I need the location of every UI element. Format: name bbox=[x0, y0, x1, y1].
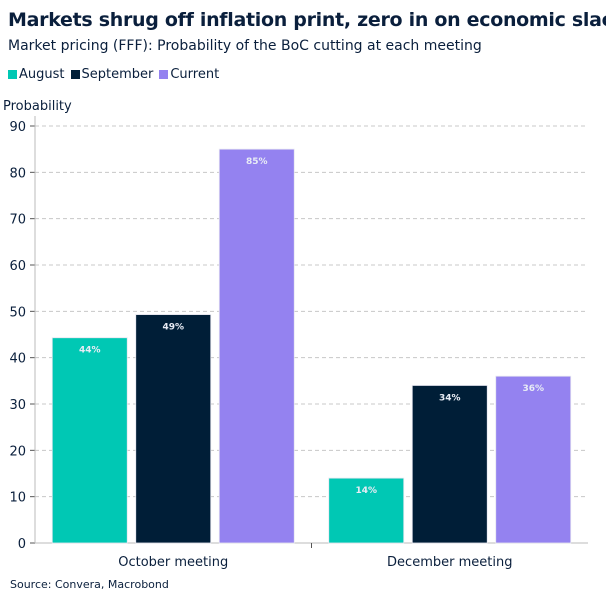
legend-item-current: Current bbox=[159, 67, 219, 82]
legend: August September Current bbox=[8, 67, 219, 82]
source-note: Source: Convera, Macrobond bbox=[10, 578, 169, 591]
legend-swatch bbox=[8, 70, 17, 79]
data-label: 34% bbox=[439, 393, 461, 403]
bar-current bbox=[495, 375, 572, 544]
y-tick-label: 90 bbox=[9, 120, 26, 135]
legend-label: September bbox=[81, 67, 154, 82]
bar-august bbox=[328, 477, 405, 544]
chart-subtitle: Market pricing (FFF): Probability of the… bbox=[8, 38, 482, 54]
data-label: 49% bbox=[162, 323, 184, 333]
data-label: 14% bbox=[355, 486, 377, 496]
y-tick-label: 70 bbox=[9, 213, 26, 228]
y-tick-label: 20 bbox=[9, 444, 26, 459]
data-label: 44% bbox=[79, 346, 101, 356]
y-tick-label: 0 bbox=[18, 537, 26, 552]
data-label: 36% bbox=[522, 384, 544, 394]
x-tick-label: October meeting bbox=[118, 555, 228, 570]
y-tick-label: 40 bbox=[9, 352, 26, 367]
y-tick-label: 30 bbox=[9, 398, 26, 413]
legend-swatch bbox=[70, 70, 80, 79]
data-label: 85% bbox=[246, 157, 268, 167]
y-tick-label: 10 bbox=[9, 491, 26, 506]
bar-august bbox=[51, 337, 128, 544]
y-tick-label: 50 bbox=[9, 305, 26, 320]
legend-swatch bbox=[159, 70, 169, 79]
y-tick-label: 60 bbox=[9, 259, 26, 274]
legend-label: Current bbox=[170, 67, 220, 82]
legend-item-august: August bbox=[8, 67, 65, 82]
y-axis-label: Probability bbox=[3, 99, 72, 114]
legend-item-september: September bbox=[70, 67, 154, 82]
bar-september bbox=[135, 314, 212, 544]
chart-title: Markets shrug off inflation print, zero … bbox=[8, 9, 606, 31]
bar-current bbox=[218, 148, 295, 544]
x-tick-label: December meeting bbox=[387, 555, 512, 570]
y-tick-label: 80 bbox=[9, 166, 26, 181]
bar-september bbox=[411, 385, 488, 544]
legend-label: August bbox=[19, 67, 65, 82]
